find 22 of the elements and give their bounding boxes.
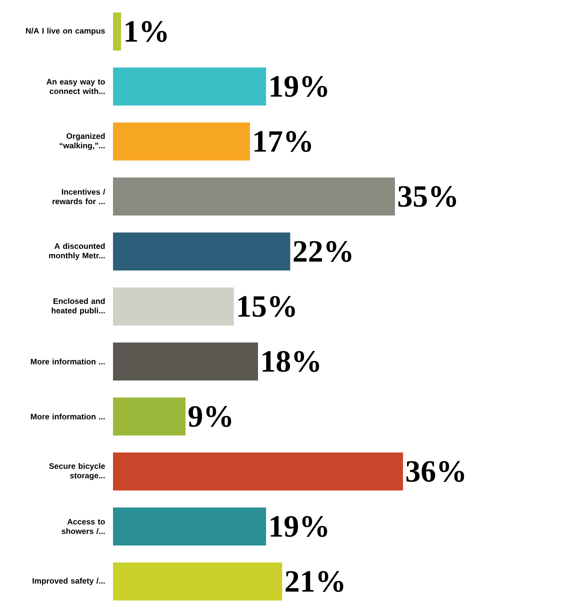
data-label: 36% [406, 461, 464, 482]
data-label: 19% [270, 76, 328, 97]
data-label: 9% [188, 406, 232, 427]
bar [113, 288, 234, 326]
bar [113, 68, 266, 106]
data-label: 21% [286, 571, 344, 592]
bar [113, 398, 186, 436]
bar [113, 12, 122, 50]
data-label: 1% [126, 21, 167, 42]
bar [113, 122, 250, 161]
data-label: 18% [262, 351, 320, 372]
data-label: 19% [270, 516, 328, 537]
bar [113, 562, 282, 601]
bar [113, 342, 258, 381]
data-label: 15% [238, 296, 295, 317]
bar [113, 178, 395, 216]
data-label: 35% [398, 186, 456, 207]
bar [113, 508, 266, 546]
data-label: 22% [294, 241, 352, 262]
bar [113, 452, 404, 491]
data-label: 17% [254, 131, 312, 152]
bar [113, 232, 290, 271]
